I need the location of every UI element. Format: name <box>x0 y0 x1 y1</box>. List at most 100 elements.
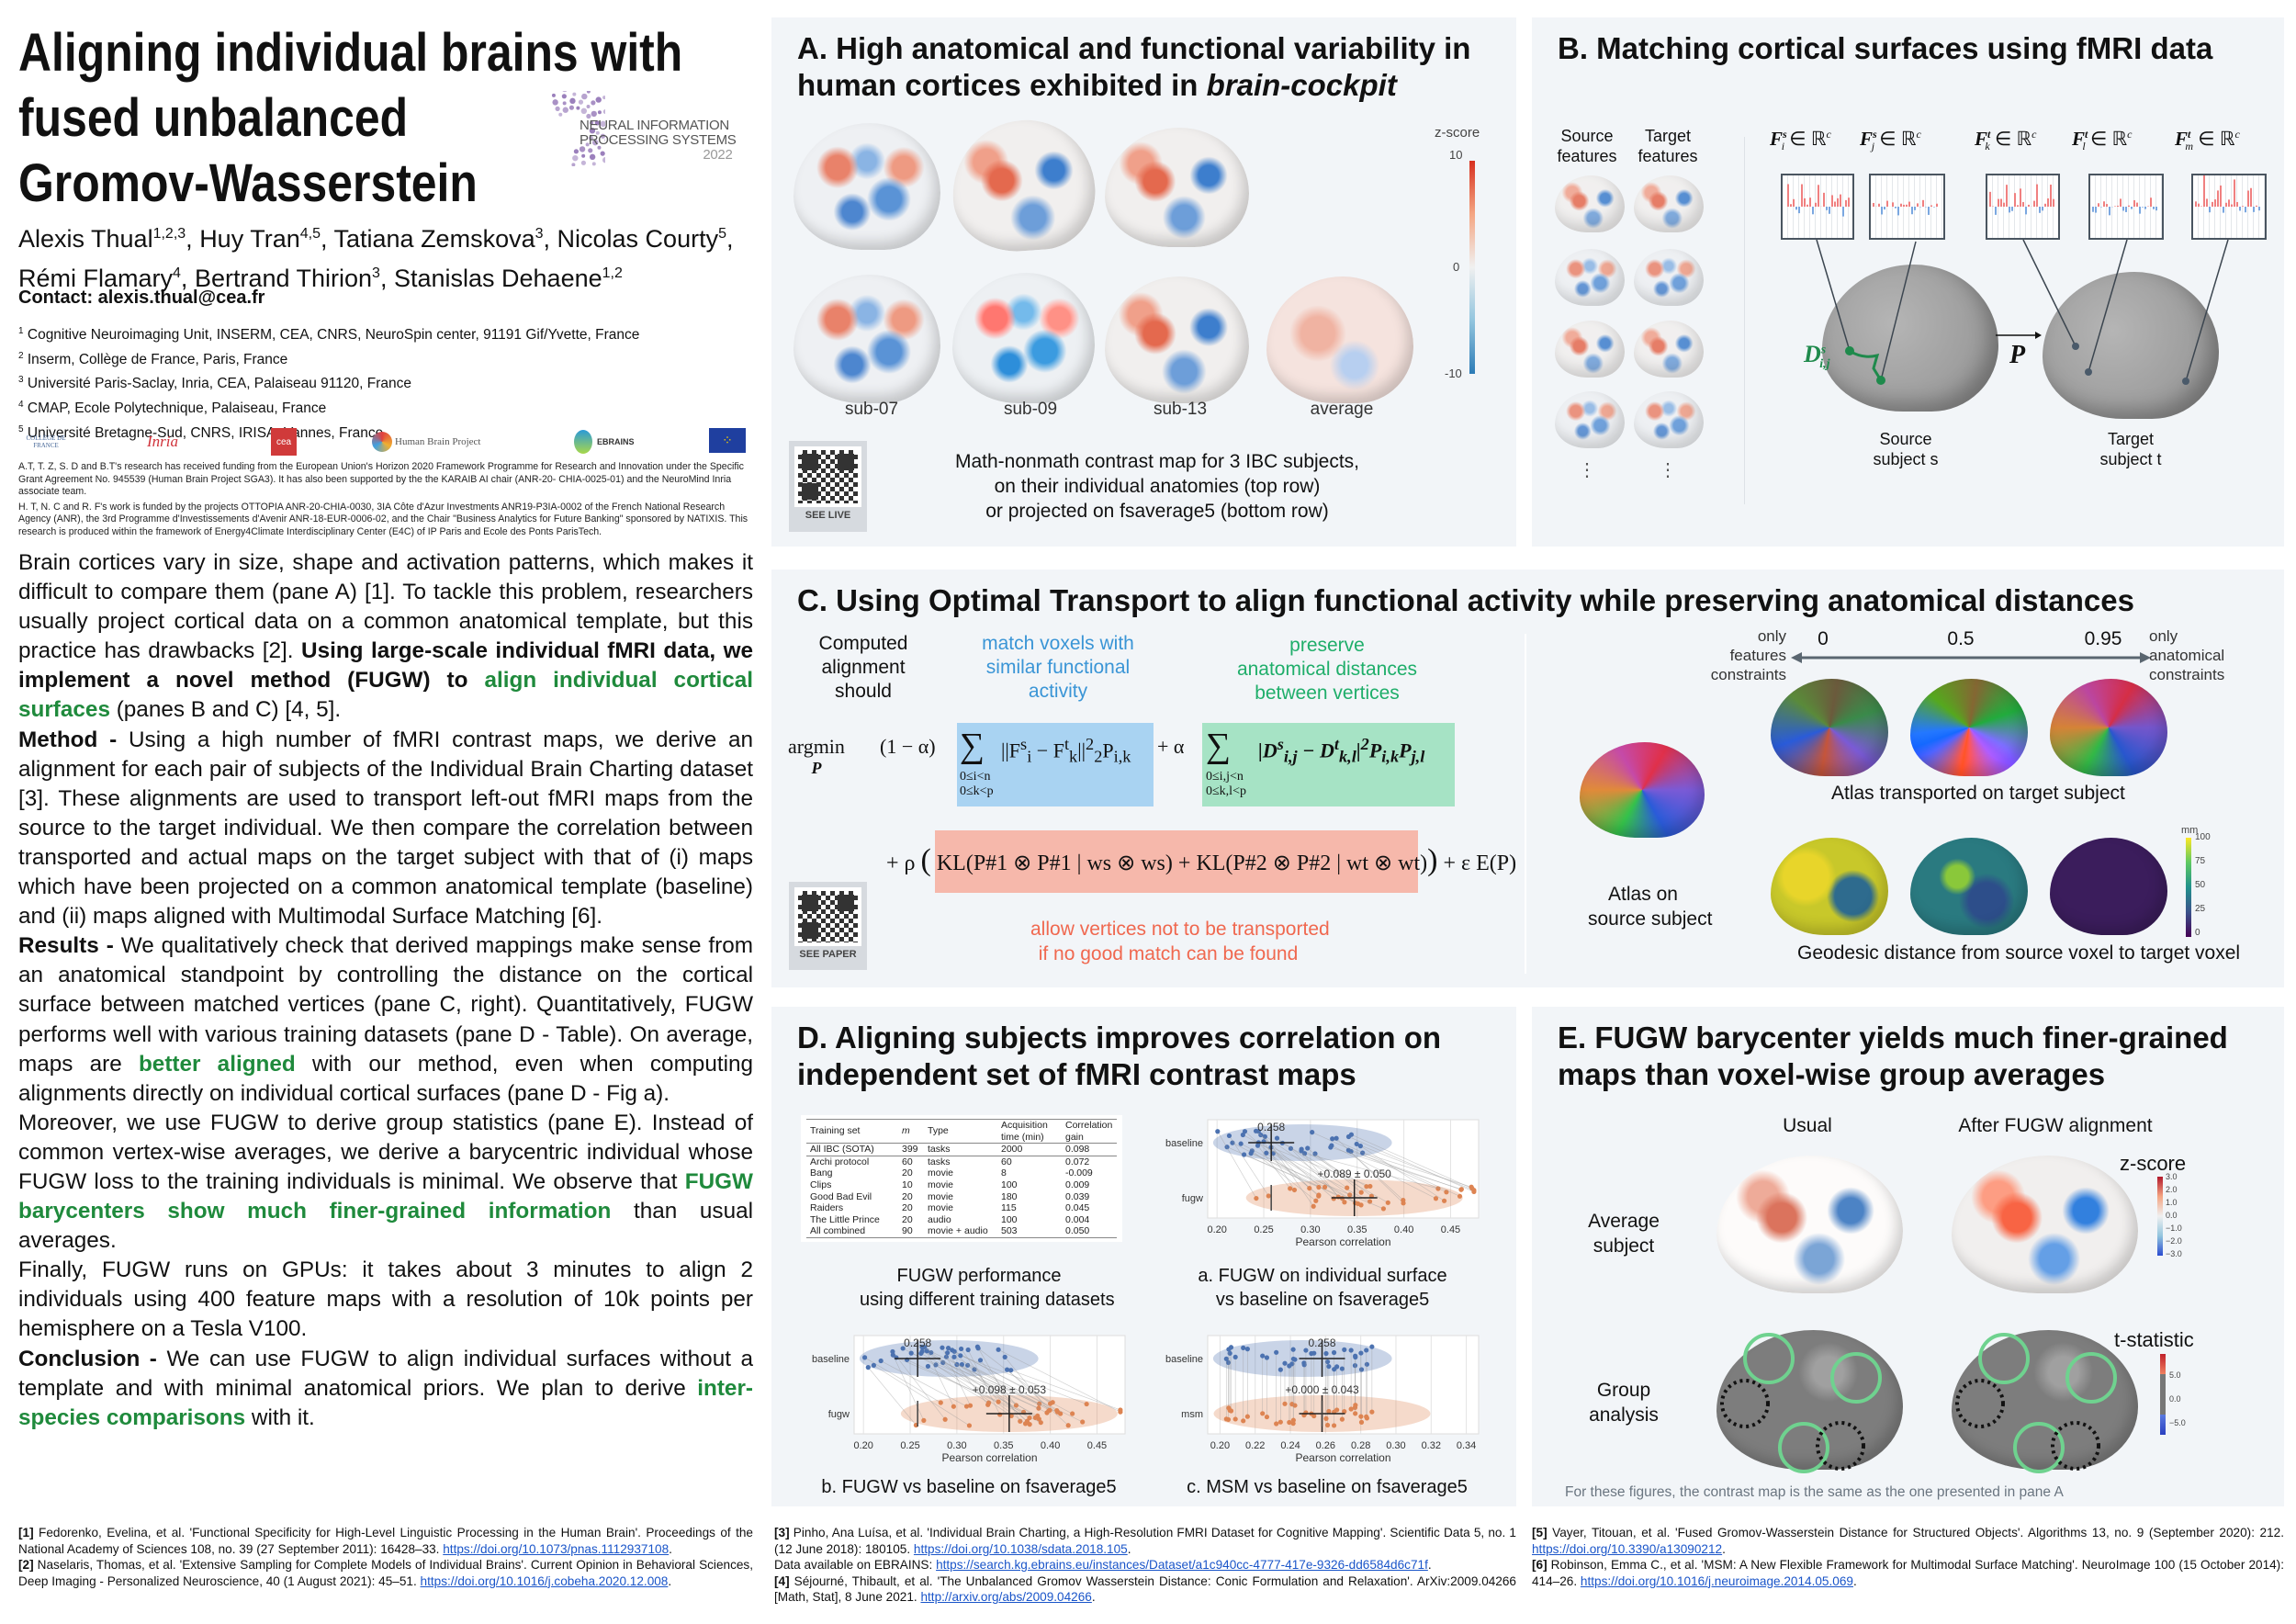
aligned-point <box>1277 1419 1283 1425</box>
baseline-point <box>1224 1145 1230 1150</box>
x-tick-label: 0.35 <box>1347 1224 1367 1235</box>
gain-label: +0.098 ± 0.053 <box>973 1383 1047 1396</box>
baseline-point <box>878 1358 884 1364</box>
references-column: [1] Fedorenko, Evelina, et al. 'Function… <box>18 1525 753 1589</box>
baseline-mean-label: 0.258 <box>904 1336 931 1349</box>
colorbar-tick: 0.0 <box>2166 1211 2178 1220</box>
pair-line <box>1307 1147 1362 1193</box>
author-affiliation: 4 <box>173 265 181 281</box>
logo-text: EBRAINS <box>597 437 635 446</box>
reference-item: [2] Naselaris, Thomas, et al. 'Extensive… <box>18 1558 753 1588</box>
label-line: subject t <box>2099 450 2162 468</box>
pair-line <box>928 1366 989 1404</box>
baseline-point <box>1253 1128 1259 1133</box>
pair-line <box>942 1362 1058 1413</box>
baseline-point <box>945 1346 951 1351</box>
label-line: should <box>835 681 892 702</box>
table-row: Clips 10 movie 100 0.009 <box>806 1179 1117 1191</box>
histogram-bar <box>2214 199 2216 207</box>
histogram-bar <box>1928 207 1930 215</box>
zscore-colorbar <box>1469 161 1475 374</box>
label-line: preserve <box>1289 635 1365 656</box>
wasserstein-term: ||Fsi − Ftk||22Pi,k <box>1001 735 1131 766</box>
table-cell: 503 <box>1001 1225 1018 1237</box>
preserve-distances-label: preserve anatomical distances between vert… <box>1226 634 1428 705</box>
qr-code-see-live[interactable]: SEE LIVE <box>789 441 867 532</box>
contact-email[interactable]: Contact: alexis.thual@cea.fr <box>18 288 265 308</box>
aligned-point <box>1324 1422 1331 1428</box>
aligned-point <box>1266 1193 1271 1199</box>
pair-line <box>946 1356 1040 1420</box>
colorbar-tick: -10 <box>1445 367 1462 380</box>
human-brain-project-logo: Human Brain Project <box>372 428 480 456</box>
aligned-point <box>1288 1186 1293 1191</box>
reference-link[interactable]: https://doi.org/10.1016/j.neuroimage.201… <box>1580 1573 1853 1588</box>
histogram-bar <box>2053 198 2054 207</box>
aligned-point <box>1264 1414 1270 1420</box>
label-line: alignment <box>821 657 906 678</box>
table-row: Archi protocol 60 tasks 60 0.072 <box>806 1156 1117 1167</box>
caption-line: on their individual anatomies (top row) <box>994 476 1321 497</box>
reference-link[interactable]: https://doi.org/10.1038/sdata.2018.105 <box>913 1541 1128 1556</box>
histogram-bar <box>1848 197 1850 207</box>
reference-link[interactable]: http://arxiv.org/abs/2009.04266 <box>920 1590 1092 1604</box>
label-line: features <box>1557 147 1617 165</box>
aligned-point <box>1369 1409 1375 1415</box>
pane-a: A. High anatomical and functional variab… <box>771 17 1516 547</box>
only-anatomical-label: only anatomical constraints <box>2149 626 2224 684</box>
text-segment: Using a high number of fMRI contrast map… <box>18 727 753 930</box>
pair-line <box>1350 1151 1462 1190</box>
baseline-point <box>1244 1347 1250 1352</box>
label-line: analysis <box>1589 1404 1659 1426</box>
baseline-point <box>918 1350 924 1357</box>
body-paragraph: Conclusion - We can use FUGW to align in… <box>18 1345 753 1433</box>
baseline-point <box>1232 1354 1238 1360</box>
table-cell: 100 <box>1001 1179 1018 1190</box>
baseline-point <box>1358 1367 1365 1372</box>
histogram-bar <box>2239 207 2241 211</box>
reference-text: Vayer, Titouan, et al. 'Fused Gromov-Was… <box>1547 1526 2284 1539</box>
baseline-point <box>1345 1147 1351 1153</box>
brain-cockpit-link[interactable]: brain-cockpit <box>1206 68 1397 102</box>
aligned-point <box>1244 1414 1250 1419</box>
aligned-point <box>1364 1184 1369 1190</box>
math-sup: s <box>1820 343 1827 357</box>
baseline-point <box>1332 1367 1337 1372</box>
aligned-point <box>1313 1198 1319 1203</box>
colorbar-tick: 50 <box>2195 880 2206 890</box>
alpha-value: 0 <box>1818 628 1829 649</box>
histogram-bar <box>2036 184 2038 207</box>
x-tick-label: 0.26 <box>1316 1440 1335 1451</box>
qr-code-see-paper[interactable]: SEE PAPER <box>789 882 867 970</box>
baseline-point <box>1240 1132 1245 1138</box>
histogram-bar <box>2022 201 2024 207</box>
label-line: Atlas on <box>1608 884 1678 905</box>
histogram-bar <box>1897 207 1899 216</box>
aligned-point <box>966 1423 973 1428</box>
x-tick-label: 0.20 <box>1207 1224 1226 1235</box>
aligned-point <box>996 1399 1001 1404</box>
affiliation-item: 4 CMAP, Ecole Polytechnique, Palaiseau, … <box>18 395 639 420</box>
reference-link[interactable]: https://doi.org/10.3390/a13090212 <box>1532 1541 1723 1556</box>
x-tick-label: 0.40 <box>1041 1440 1060 1451</box>
reference-link[interactable]: https://doi.org/10.1073/pnas.1112937108 <box>443 1541 670 1556</box>
geodesic-distance-label: Geodesic distance from source voxel to t… <box>1797 942 2241 964</box>
histogram-bar <box>1793 198 1795 207</box>
x-tick-label: 0.24 <box>1280 1440 1300 1451</box>
plot-area <box>853 1335 1126 1435</box>
title-line: Aligning individual brains with <box>18 23 683 83</box>
histogram-bar <box>1809 197 1811 207</box>
reference-link[interactable]: https://doi.org/10.1016/j.cobeha.2020.12… <box>420 1573 669 1588</box>
author-list: Alexis Thual1,2,3, Huy Tran4,5, Tatiana … <box>18 225 734 292</box>
histogram-bar <box>2195 201 2197 207</box>
reference-link[interactable]: https://search.kg.ebrains.eu/instances/D… <box>936 1558 1428 1572</box>
aligned-point <box>1433 1196 1439 1201</box>
histogram-bar <box>2028 204 2030 207</box>
baseline-point <box>1260 1353 1266 1359</box>
histogram-bar <box>2136 202 2138 207</box>
histogram-bar <box>1917 203 1919 207</box>
table-cell: 20 <box>902 1167 913 1179</box>
histogram-bar <box>1787 184 1789 207</box>
histogram-bar <box>2033 200 2035 207</box>
fugw-group-brain-image <box>1952 1330 2138 1470</box>
